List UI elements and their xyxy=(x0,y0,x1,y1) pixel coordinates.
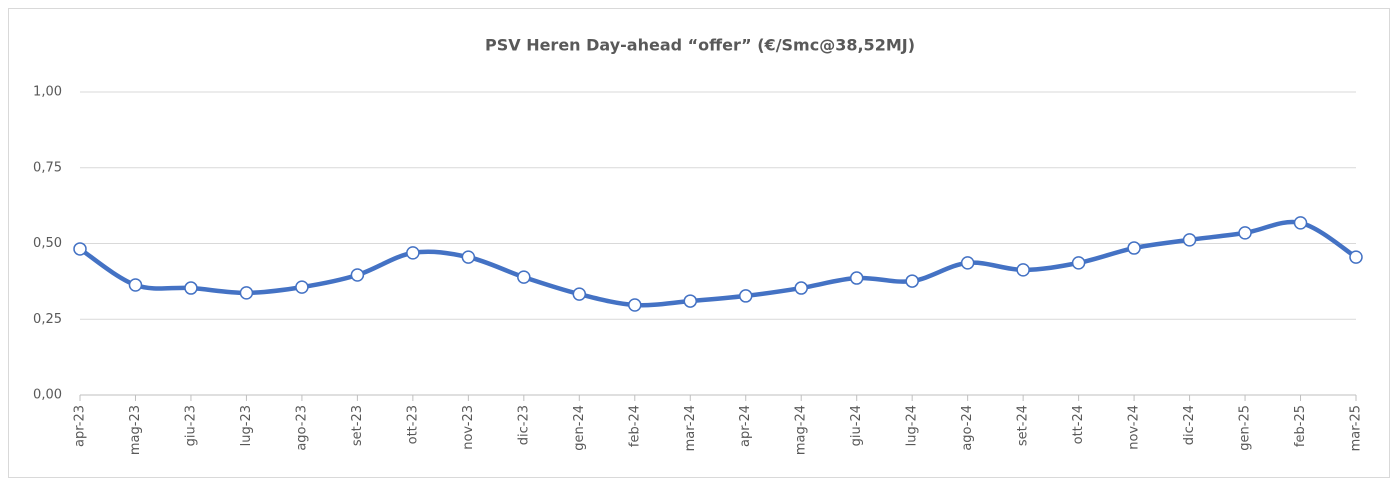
x-tick-label: feb-25 xyxy=(1293,405,1308,447)
x-tick-label: giu-24 xyxy=(849,405,864,446)
y-tick-label: 0,00 xyxy=(33,388,62,403)
x-tick-label: lug-23 xyxy=(239,405,254,446)
x-tick-label: set-23 xyxy=(350,405,365,446)
x-tick-label: apr-24 xyxy=(738,405,753,447)
x-tick-label: dic-23 xyxy=(516,405,531,445)
x-tick-label: ott-23 xyxy=(405,405,420,444)
point xyxy=(184,281,198,295)
y-tick-label: 1,00 xyxy=(33,85,62,100)
point xyxy=(1182,233,1197,247)
y-tick-label: 0,75 xyxy=(33,160,62,175)
point xyxy=(1127,241,1141,255)
point xyxy=(295,280,309,294)
point xyxy=(1071,256,1086,270)
point xyxy=(406,246,420,260)
chart-title: PSV Heren Day-ahead “offer” (€/Smc@38,52… xyxy=(485,36,915,55)
x-tick-label: set-24 xyxy=(1016,405,1031,446)
point xyxy=(73,242,87,256)
x-tick-label: dic-24 xyxy=(1182,405,1197,445)
point xyxy=(738,289,753,303)
x-tick-label: nov-24 xyxy=(1127,405,1142,450)
x-tick-label: mar-25 xyxy=(1349,405,1364,451)
x-tick-label: giu-23 xyxy=(183,405,198,446)
point xyxy=(517,270,531,284)
point xyxy=(128,278,143,292)
x-tick-label: gen-24 xyxy=(572,405,587,451)
point xyxy=(683,294,698,308)
point xyxy=(849,271,864,285)
x-tick-label: ago-24 xyxy=(960,405,975,451)
x-tick-label: mar-24 xyxy=(683,405,698,451)
x-tick-label: mag-23 xyxy=(128,405,143,455)
x-tick-label: ott-24 xyxy=(1071,405,1086,444)
x-tick-label: lug-24 xyxy=(905,405,920,446)
x-tick-label: apr-23 xyxy=(73,405,88,447)
x-tick-label: gen-25 xyxy=(1238,405,1253,451)
point xyxy=(1293,216,1308,230)
y-tick-label: 0,50 xyxy=(33,236,62,251)
point xyxy=(572,287,587,301)
point xyxy=(960,256,975,270)
point xyxy=(1016,263,1030,277)
point xyxy=(239,286,254,300)
point xyxy=(461,250,476,264)
point xyxy=(1349,250,1363,264)
y-tick-label: 0,25 xyxy=(33,312,62,327)
point xyxy=(1238,226,1252,240)
point xyxy=(794,281,808,295)
point xyxy=(350,268,365,282)
point xyxy=(628,298,642,312)
series-line xyxy=(78,219,1358,308)
x-tick-label: feb-24 xyxy=(627,405,642,447)
x-tick-label: ago-23 xyxy=(294,405,309,451)
point xyxy=(905,274,919,288)
x-tick-label: nov-23 xyxy=(461,405,476,450)
x-tick-label: mag-24 xyxy=(794,405,809,455)
